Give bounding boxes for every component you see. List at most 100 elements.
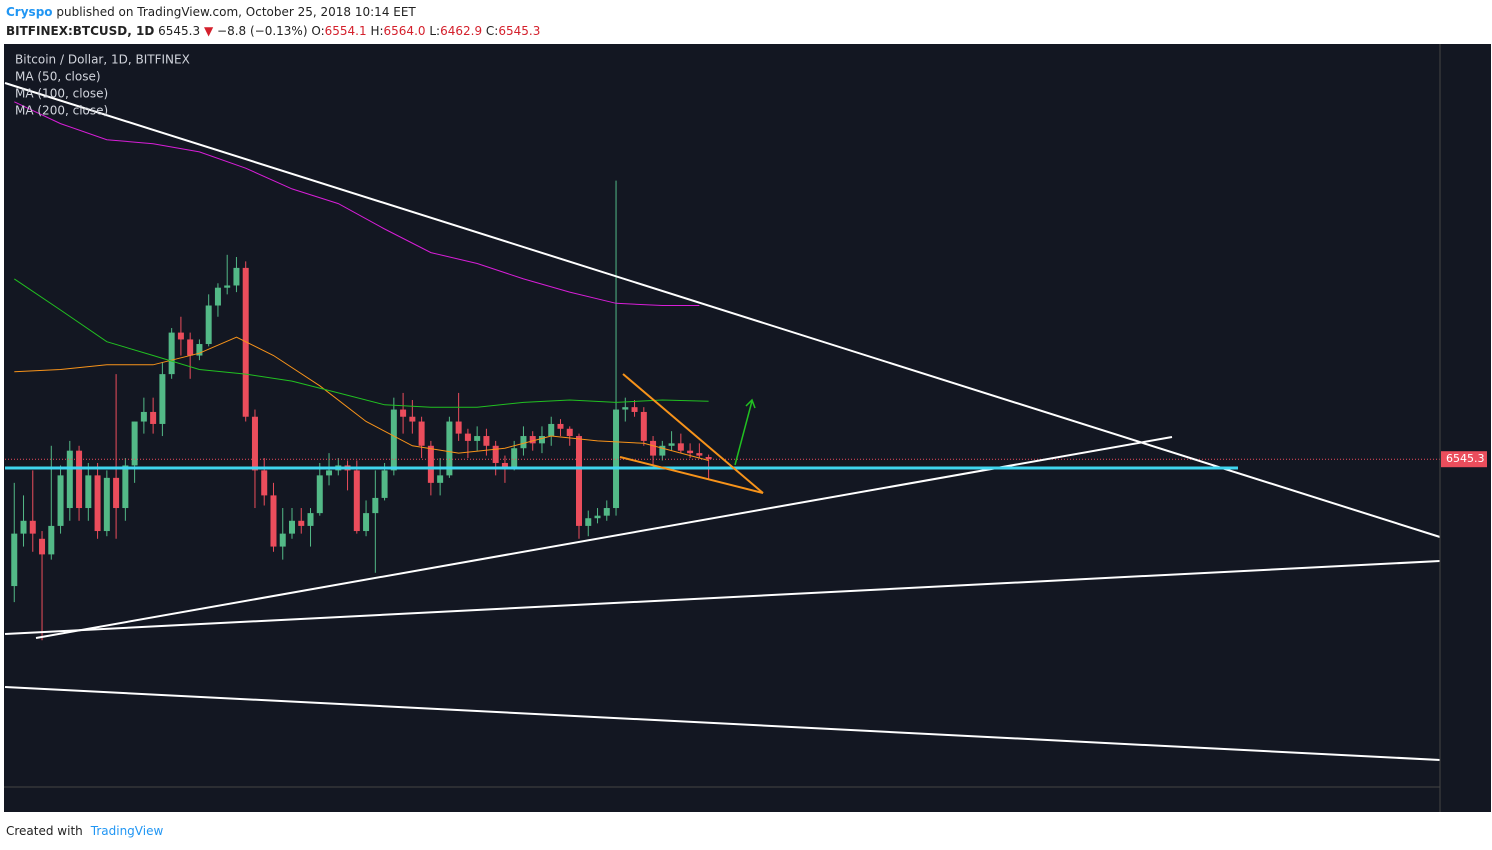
trendline <box>35 436 1173 639</box>
candle-body <box>39 538 46 555</box>
candle-body <box>122 465 129 509</box>
candle-body <box>538 436 545 444</box>
candle-body <box>353 470 360 532</box>
candle-body <box>437 475 444 483</box>
candle-body <box>307 513 314 526</box>
candle-body <box>566 428 573 437</box>
candle-body <box>29 520 36 534</box>
candle-body <box>233 267 240 286</box>
chart: 6545.3 Bitcoin / Dollar, 1D, BITFINEX MA … <box>4 44 1491 812</box>
last-price-label: 6545.3 <box>1446 452 1485 465</box>
candle-body <box>640 411 647 441</box>
legend-entry: MA (100, close) <box>15 87 108 101</box>
candle-body <box>131 421 138 466</box>
candle-body <box>187 339 194 356</box>
candle-body <box>409 416 416 422</box>
header: Cryspo published on TradingView.com, Oct… <box>6 3 540 41</box>
candle-body <box>224 285 231 288</box>
candle-body <box>594 515 601 519</box>
candle-body <box>631 407 638 412</box>
ma-line <box>14 278 709 408</box>
candle-body <box>150 411 157 424</box>
ma-line <box>14 336 709 461</box>
ohlc-value: 6545.3 <box>498 24 541 38</box>
candle-body <box>427 445 434 483</box>
candle-body <box>76 450 83 509</box>
candle-body <box>57 475 64 526</box>
candle-body <box>696 453 703 456</box>
ohlc-value: 6554.1 <box>324 24 367 38</box>
wedge-line <box>622 373 764 494</box>
candle-body <box>279 533 286 547</box>
candle-body <box>316 475 323 514</box>
chart-title: Bitcoin / Dollar, 1D, BITFINEX <box>15 53 190 67</box>
candle-body <box>650 440 657 456</box>
arrow <box>734 398 756 466</box>
candle-body <box>390 409 397 471</box>
ohlc-value: 6564.0 <box>383 24 426 38</box>
chart-background <box>4 44 1491 812</box>
ohlc-label: L: <box>429 24 441 38</box>
candle-body <box>418 421 425 446</box>
candle-body <box>363 513 370 532</box>
candle-body <box>520 436 527 449</box>
ohlc-label: O: <box>311 24 325 38</box>
candle-body <box>94 475 101 532</box>
candle-body <box>576 436 582 526</box>
author[interactable]: Cryspo <box>6 5 53 19</box>
candle-body <box>326 470 333 476</box>
candle-body <box>557 423 564 429</box>
candle-body <box>613 409 620 509</box>
last: 6545.3 <box>158 24 201 38</box>
ohlc-label: H: <box>370 24 384 38</box>
candle-body <box>103 477 110 532</box>
candle-body <box>400 409 407 417</box>
published: published on TradingView.com, October 25… <box>56 5 416 19</box>
candle-body <box>677 443 684 451</box>
candle-body <box>177 332 184 340</box>
candle-body <box>483 436 490 446</box>
candle-body <box>85 475 92 509</box>
candle-body <box>455 421 462 434</box>
change: −8.8 (−0.13%) <box>217 24 308 38</box>
wedge-line <box>619 456 764 494</box>
drawings <box>4 82 1441 761</box>
symbol: BITFINEX:BTCUSD, 1D <box>6 24 155 38</box>
candle-body <box>622 407 629 410</box>
candle-body <box>446 421 453 476</box>
candle-body <box>659 445 666 456</box>
candle-body <box>66 450 73 509</box>
candle-body <box>687 450 694 454</box>
candle-body <box>492 445 499 463</box>
candle-body <box>474 436 481 441</box>
arrow: ▼ <box>203 24 214 38</box>
candle-body <box>261 470 268 496</box>
candle-body <box>668 443 675 446</box>
candle-body <box>270 495 277 547</box>
candle-body <box>20 520 27 534</box>
trendline <box>4 560 1441 635</box>
footer: Created with TradingView <box>6 824 163 838</box>
candle-body <box>585 518 592 526</box>
ohlc-value: 6462.9 <box>440 24 483 38</box>
candle-body <box>214 287 221 306</box>
last-price-box <box>1441 451 1487 468</box>
candle-body <box>159 374 166 424</box>
legend-entry: MA (50, close) <box>15 70 101 84</box>
candle-body <box>464 433 471 441</box>
candle-body <box>705 457 712 460</box>
candle-body <box>501 462 508 468</box>
candle-body <box>113 477 120 509</box>
brand[interactable]: TradingView <box>90 824 164 838</box>
candle-body <box>372 497 379 514</box>
candle-body <box>603 508 610 516</box>
candle-body <box>251 416 258 471</box>
ohlc-label: C: <box>485 24 499 38</box>
legend-entry: MA (200, close) <box>15 104 108 118</box>
candle-body <box>548 423 555 437</box>
ma-line <box>14 101 700 306</box>
candle-body <box>289 520 295 534</box>
candle-body <box>196 344 203 356</box>
candle-body <box>168 332 175 375</box>
